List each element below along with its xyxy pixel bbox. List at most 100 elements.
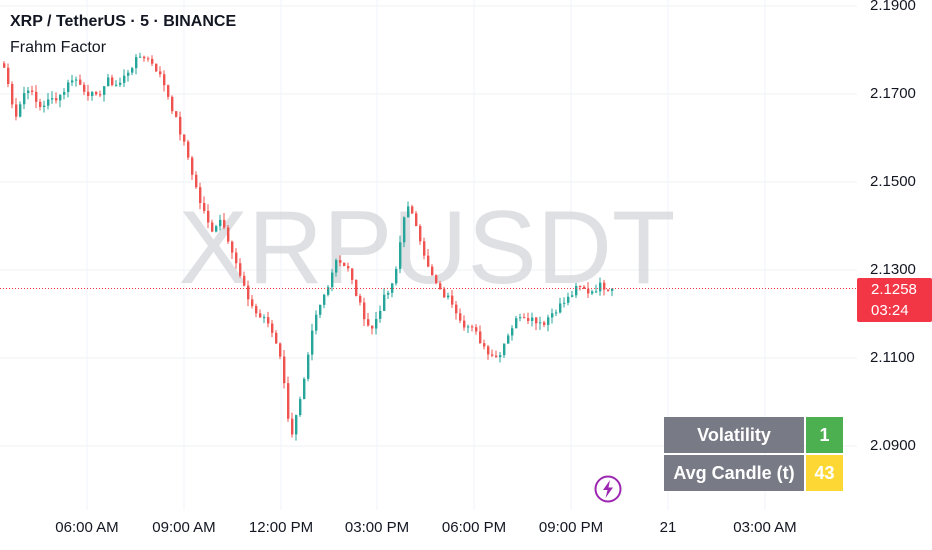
x-tick-label: 12:00 PM: [248, 519, 314, 536]
candle-body: [279, 343, 282, 357]
candle-body: [375, 318, 378, 329]
candle-body: [123, 75, 126, 83]
candle-body: [511, 328, 514, 336]
candle-body: [579, 286, 582, 288]
candle-body: [115, 84, 118, 86]
candle-body: [103, 86, 106, 95]
candle-body: [299, 399, 302, 416]
candle-body: [3, 63, 6, 68]
candle-body: [331, 272, 334, 288]
indicator-name[interactable]: Frahm Factor: [10, 39, 107, 56]
candle-body: [263, 317, 266, 319]
y-tick-label: 2.1500: [870, 173, 916, 190]
candle-body: [111, 77, 114, 86]
candle-body: [267, 317, 270, 324]
candle-body: [407, 206, 410, 218]
candle-body: [483, 343, 486, 347]
x-tick-label: 03:00 PM: [344, 519, 410, 536]
candle-body: [431, 266, 434, 276]
y-tick-label: 2.1300: [870, 261, 916, 278]
candle-body: [191, 157, 194, 175]
candle-body: [183, 134, 186, 142]
candle-body: [379, 310, 382, 319]
candle-body: [227, 227, 230, 242]
candle-body: [275, 332, 278, 344]
candle-body: [139, 56, 142, 58]
candle-body: [231, 241, 234, 253]
candle-body: [283, 356, 286, 384]
table-row: Volatility 1: [664, 417, 843, 455]
candle-body: [555, 312, 558, 314]
candle-body: [167, 85, 170, 97]
candle-body: [571, 295, 574, 297]
table-row: Avg Candle (t) 43: [664, 455, 843, 493]
indicator-table: Volatility 1 Avg Candle (t) 43: [664, 417, 843, 493]
candle-body: [419, 225, 422, 242]
candle-body: [315, 314, 318, 331]
current-price-label: 2.1258: [871, 281, 917, 298]
candle-body: [559, 303, 562, 313]
x-tick-label: 03:00 AM: [733, 519, 797, 536]
candle-body: [527, 318, 530, 321]
candle-body: [255, 306, 258, 314]
candle-body: [387, 292, 390, 295]
candle-body: [27, 90, 30, 94]
avg-candle-value: 43: [806, 455, 843, 491]
candle-body: [51, 98, 54, 100]
candle-body: [339, 260, 342, 263]
candle-body: [215, 226, 218, 232]
candle-body: [503, 343, 506, 356]
candle-body: [479, 331, 482, 344]
candle-body: [43, 105, 46, 107]
candle-body: [391, 283, 394, 293]
candle-body: [467, 326, 470, 328]
candle-body: [547, 317, 550, 325]
candle-body: [595, 291, 598, 293]
candle-body: [147, 58, 150, 60]
candle-body: [563, 302, 566, 304]
y-tick-label: 2.1900: [870, 0, 916, 14]
candle-body: [607, 289, 610, 291]
candle-body: [611, 288, 614, 291]
candle-body: [507, 335, 510, 344]
candle-body: [351, 268, 354, 280]
candle-body: [155, 63, 158, 72]
candle-body: [87, 91, 90, 97]
candle-body: [519, 317, 522, 319]
candle-body: [475, 327, 478, 332]
candle-body: [439, 283, 442, 290]
candle-body: [259, 313, 262, 318]
candle-body: [359, 295, 362, 303]
candle-body: [251, 299, 254, 307]
candlestick-series[interactable]: [3, 52, 614, 441]
candle-body: [295, 415, 298, 435]
candle-body: [495, 355, 498, 358]
lightning-bolt-icon[interactable]: [593, 474, 623, 504]
candle-body: [311, 330, 314, 355]
candle-body: [531, 317, 534, 321]
candle-body: [411, 206, 414, 214]
candle-body: [515, 318, 518, 329]
candle-body: [83, 84, 86, 92]
candle-body: [67, 82, 70, 93]
candle-body: [199, 187, 202, 204]
candle-body: [471, 326, 474, 328]
candle-body: [395, 268, 398, 284]
candle-body: [291, 418, 294, 435]
symbol-title[interactable]: XRP / TetherUS · 5 · BINANCE: [10, 13, 237, 30]
candle-body: [11, 83, 14, 105]
candle-body: [131, 68, 134, 73]
candle-body: [599, 282, 602, 292]
current-price-badge: 2.1258 03:24: [857, 278, 932, 322]
candle-body: [567, 296, 570, 303]
candle-body: [523, 317, 526, 319]
candle-body: [243, 275, 246, 286]
candle-body: [535, 317, 538, 324]
candle-body: [459, 313, 462, 321]
candle-body: [603, 282, 606, 290]
candle-body: [63, 92, 66, 95]
candle-body: [435, 275, 438, 284]
candle-body: [151, 58, 154, 64]
candle-body: [219, 219, 222, 227]
